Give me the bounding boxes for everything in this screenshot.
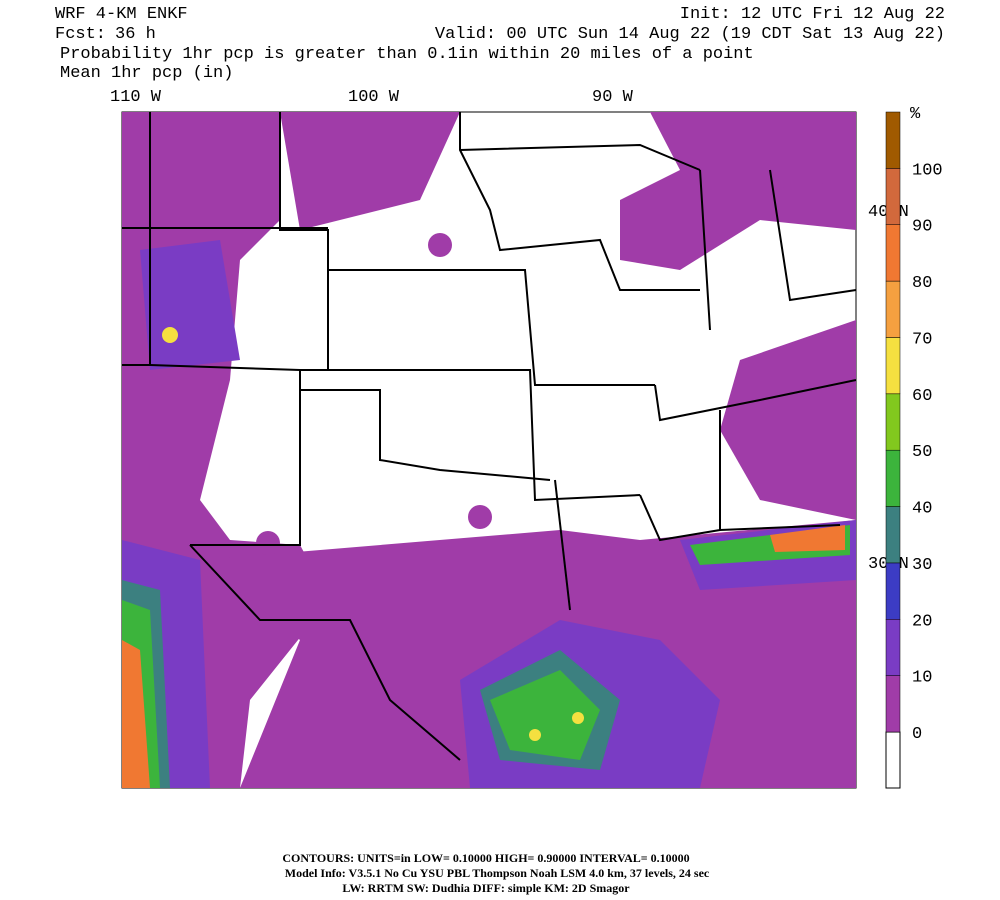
colorbar-label: 30 bbox=[912, 556, 932, 575]
product-title: Probability 1hr pcp is greater than 0.1i… bbox=[60, 45, 754, 64]
colorbar-label: 0 bbox=[912, 725, 922, 744]
colorbar-segment bbox=[885, 675, 901, 733]
colorbar-label: 70 bbox=[912, 330, 932, 349]
colorbar-segment bbox=[885, 562, 901, 620]
fcst-label: Fcst: bbox=[55, 25, 106, 44]
colorbar-below bbox=[885, 731, 901, 789]
colorbar-label: 80 bbox=[912, 274, 932, 293]
colorbar-segment bbox=[885, 337, 901, 395]
colorbar-segment bbox=[885, 111, 901, 169]
colorbar-segment bbox=[885, 224, 901, 282]
colorbar-label: 40 bbox=[912, 500, 932, 519]
init-time: Init: 12 UTC Fri 12 Aug 22 bbox=[680, 5, 945, 24]
colorbar-label: 20 bbox=[912, 612, 932, 631]
footer-contours: CONTOURS: UNITS=in LOW= 0.10000 HIGH= 0.… bbox=[282, 851, 689, 865]
colorbar-segment bbox=[885, 619, 901, 676]
footer-model-info: Model Info: V3.5.1 No Cu YSU PBL Thompso… bbox=[285, 866, 710, 880]
colorbar-segment bbox=[885, 449, 901, 507]
colorbar-label: 100 bbox=[912, 161, 943, 180]
colorbar-label: 10 bbox=[912, 669, 932, 688]
colorbar-segment bbox=[885, 280, 901, 338]
lon-label: 110 W bbox=[110, 88, 162, 107]
overlay-title: Mean 1hr pcp (in) bbox=[60, 64, 233, 83]
map bbox=[121, 111, 857, 789]
footer-physics: LW: RRTM SW: Dudhia DIFF: simple KM: 2D … bbox=[342, 881, 630, 895]
lon-label: 90 W bbox=[592, 88, 634, 107]
colorbar-label: 60 bbox=[912, 387, 932, 406]
model-title: WRF 4-KM ENKF bbox=[55, 5, 188, 24]
colorbar bbox=[885, 111, 901, 789]
lon-label: 100 W bbox=[348, 88, 400, 107]
colorbar-label: 90 bbox=[912, 218, 932, 237]
colorbar-segment bbox=[885, 393, 901, 451]
colorbar-segment bbox=[885, 168, 901, 225]
fcst-value: 36 h bbox=[115, 25, 156, 44]
colorbar-label: 50 bbox=[912, 443, 932, 462]
colorbar-unit: % bbox=[910, 105, 921, 124]
colorbar-segment bbox=[885, 506, 901, 564]
valid-time: Valid: 00 UTC Sun 14 Aug 22 (19 CDT Sat … bbox=[435, 25, 945, 44]
